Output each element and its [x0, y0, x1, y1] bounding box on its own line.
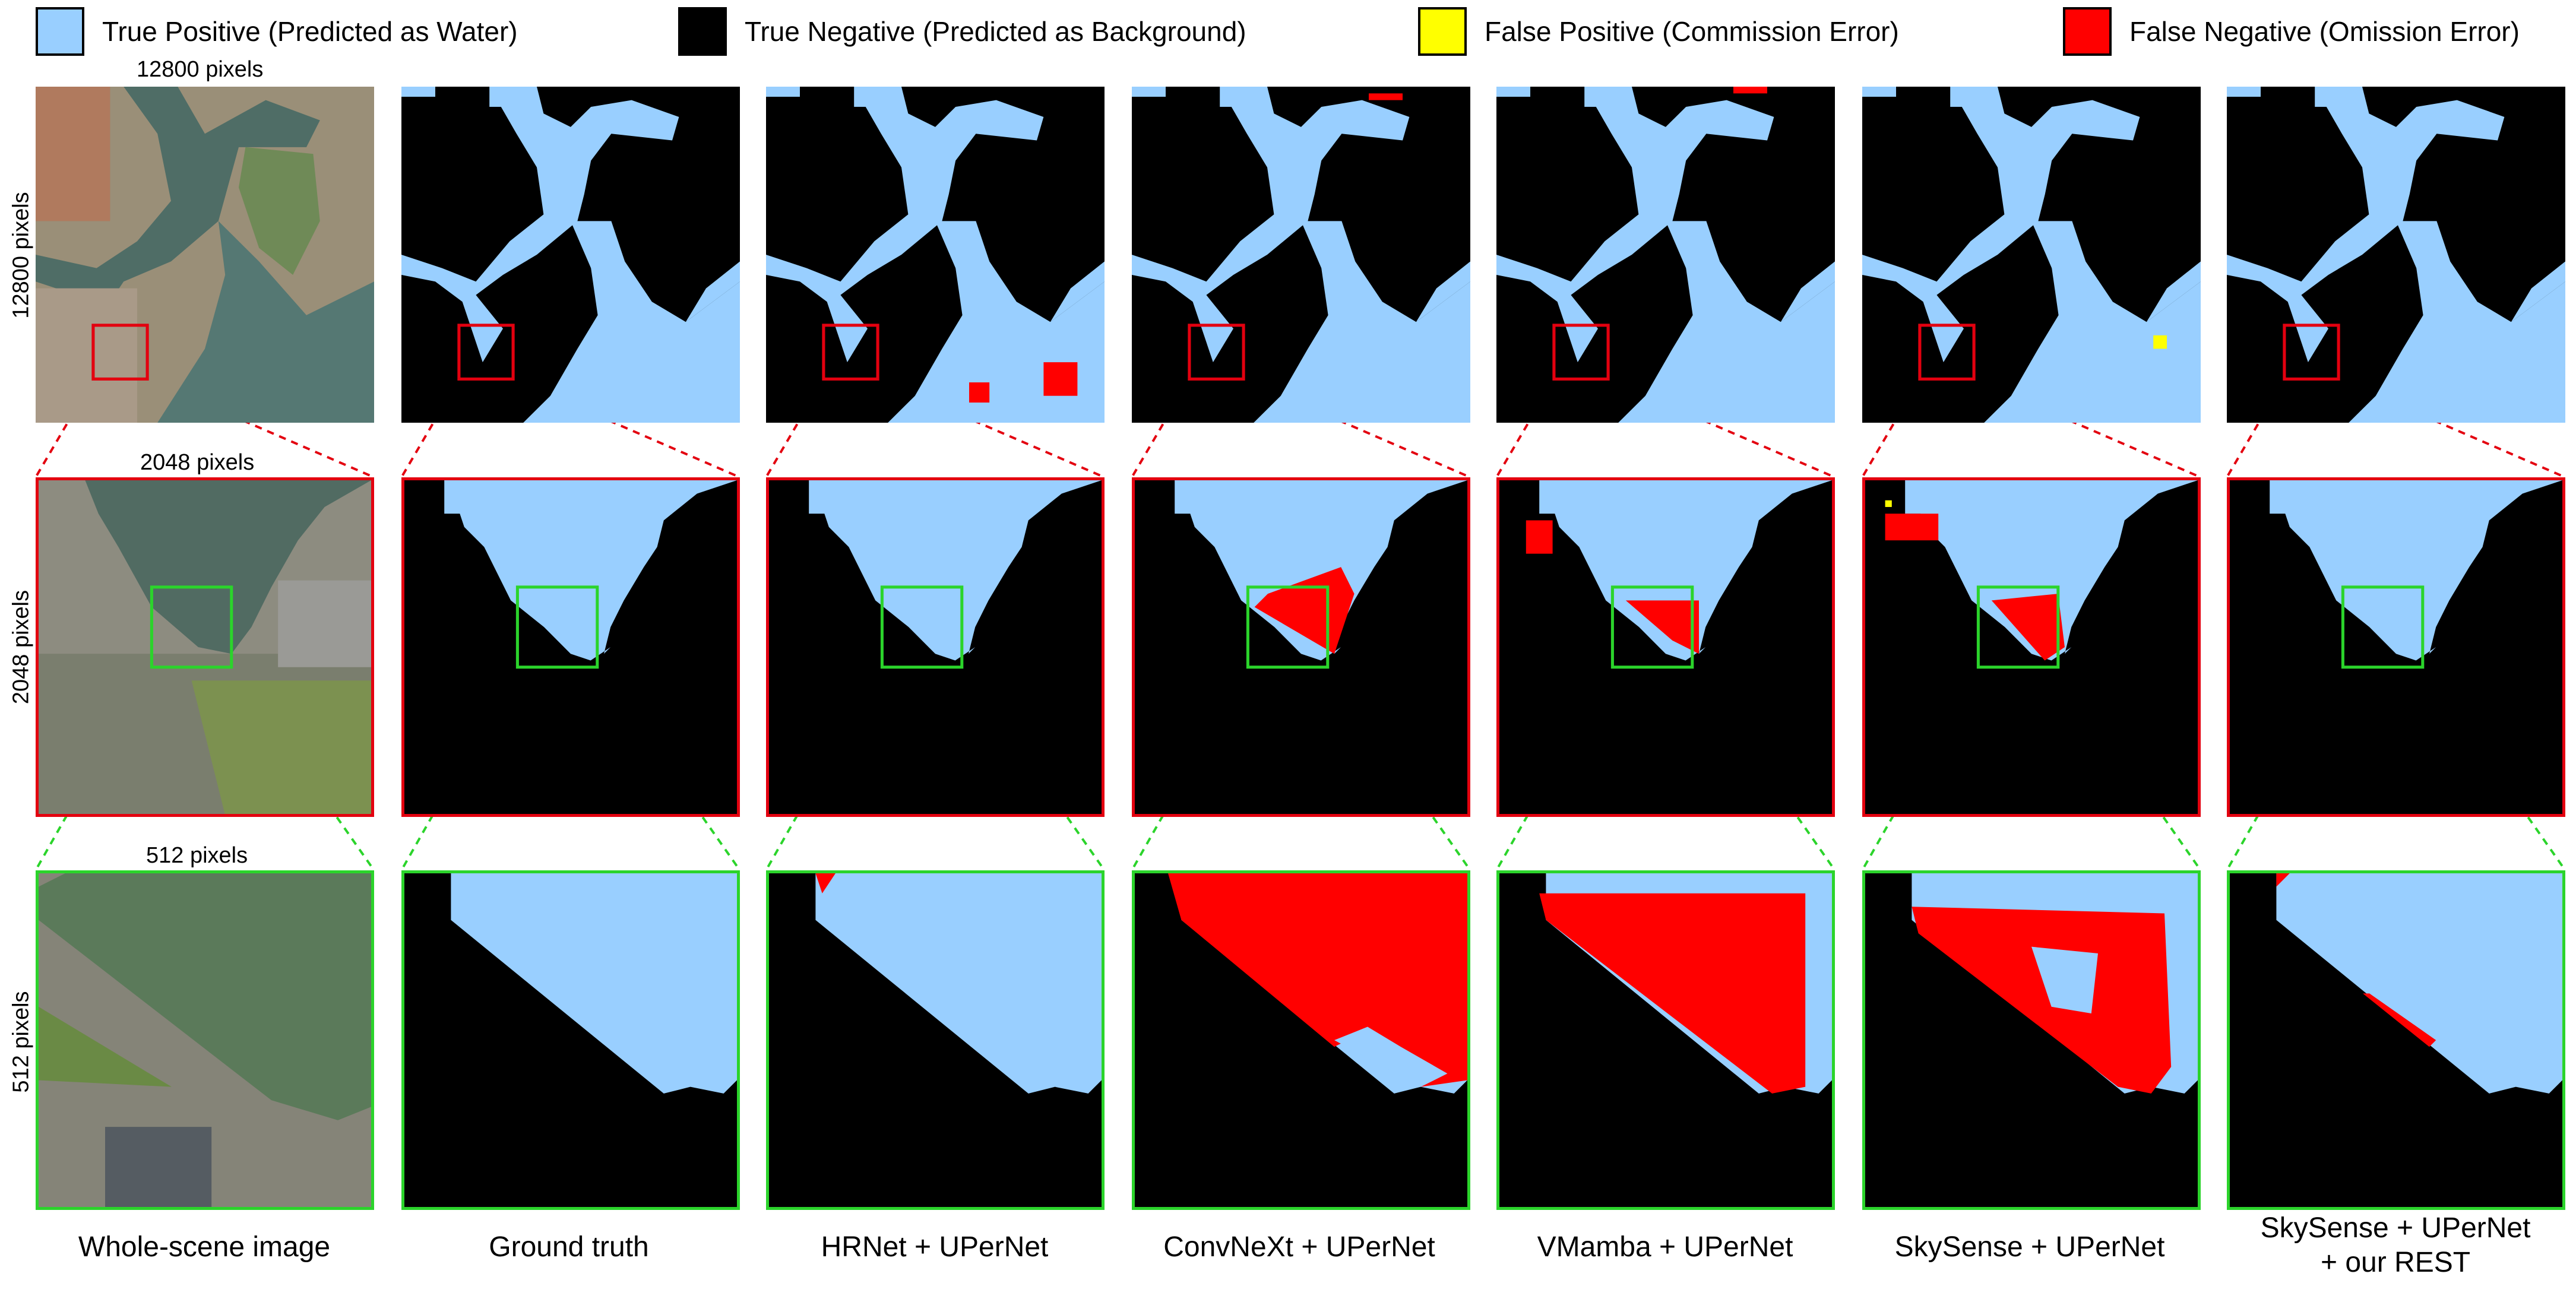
zoom-box-green — [1246, 585, 1330, 669]
water-region — [815, 873, 1102, 1094]
panel-convnext-row3 — [1132, 870, 1470, 1210]
legend-swatch-false-negative — [2063, 7, 2112, 56]
panel-convnext-row2 — [1132, 477, 1470, 817]
legend-label-false-positive: False Positive (Commission Error) — [1485, 16, 1899, 47]
legend-label-true-positive: True Positive (Predicted as Water) — [102, 16, 518, 47]
bay-region — [1254, 221, 1470, 423]
scale-label-row1: 12800 pixels — [137, 57, 264, 82]
zoom-box-green — [2341, 585, 2425, 669]
legend-swatch-true-positive — [36, 7, 84, 56]
water-region — [809, 480, 1102, 661]
zoom-box-red — [822, 324, 879, 381]
photo-bay — [157, 221, 374, 423]
scale-vlabel-row1: 12800 pixels — [8, 192, 34, 319]
false-positive-patch — [1885, 500, 1892, 507]
zoom-box-green — [150, 585, 233, 669]
zoom-box-green — [515, 585, 599, 669]
scale-label-row3: 512 pixels — [146, 843, 248, 868]
column-label-hrnet: HRNet + UPerNet — [821, 1231, 1049, 1263]
panel-skysense-row1 — [1862, 87, 2201, 423]
legend-label-true-negative: True Negative (Predicted as Background) — [745, 16, 1246, 47]
bay-region — [1618, 221, 1835, 423]
water-region — [1175, 480, 1467, 661]
water-region — [1539, 480, 1832, 661]
zoom-box-red — [1552, 324, 1610, 381]
false-negative-patch — [1043, 362, 1078, 396]
panel-skysense-row3 — [1862, 870, 2201, 1210]
photo-trees — [39, 1006, 172, 1087]
legend-label-false-negative: False Negative (Omission Error) — [2129, 16, 2520, 47]
legend-swatch-true-negative — [678, 7, 727, 56]
panel-skysense-rest-row2 — [2227, 477, 2565, 817]
panel-skysense-rest-row1 — [2227, 87, 2565, 423]
water-region — [1862, 87, 2140, 363]
water-region — [1496, 87, 1774, 363]
legend-swatch-false-positive — [1418, 7, 1467, 56]
panel-hrnet-row3 — [766, 870, 1105, 1210]
panel-ground-truth-row1 — [401, 87, 740, 423]
zoom-box-red — [1918, 324, 1976, 381]
column-label-ground-truth: Ground truth — [489, 1231, 649, 1263]
false-negative-area — [1991, 594, 2065, 661]
column-label-whole-scene: Whole-scene image — [78, 1231, 331, 1263]
panel-whole-scene-row2 — [36, 477, 374, 817]
photo-water — [39, 873, 371, 1120]
photo-park — [239, 147, 320, 275]
bay-region — [2349, 221, 2565, 423]
false-negative-area — [1254, 567, 1355, 654]
false-negative-area — [1168, 873, 1467, 1087]
panel-skysense-rest-row3 — [2227, 870, 2565, 1210]
photo-river — [36, 87, 320, 343]
scale-label-row2: 2048 pixels — [140, 450, 255, 475]
panel-vmamba-row3 — [1496, 870, 1835, 1210]
water-region — [766, 87, 1044, 363]
panel-hrnet-row2 — [766, 477, 1105, 817]
panel-vmamba-row1 — [1496, 87, 1835, 423]
zoom-box-green — [880, 585, 964, 669]
water-region — [1905, 480, 2198, 661]
zoom-box-red — [91, 324, 149, 381]
false-negative-area — [1625, 600, 1699, 654]
bay-region — [523, 221, 740, 423]
panel-vmamba-row2 — [1496, 477, 1835, 817]
panel-whole-scene-row3 — [36, 870, 374, 1210]
legend-true-negative: True Negative (Predicted as Background) — [678, 5, 1246, 58]
water-region — [1132, 87, 1410, 363]
column-label-skysense-rest: SkySense + UPerNet + our REST — [2260, 1212, 2531, 1278]
column-label-skysense: SkySense + UPerNet — [1894, 1231, 2165, 1263]
column-label-convnext: ConvNeXt + UPerNet — [1163, 1231, 1435, 1263]
photo-grass — [191, 680, 371, 814]
panel-whole-scene-row1 — [36, 87, 374, 423]
zoom-box-red — [2283, 324, 2340, 381]
water-region — [2276, 873, 2562, 1094]
scale-vlabel-row3: 512 pixels — [8, 991, 34, 1093]
zoom-box-red — [1188, 324, 1245, 381]
legend-false-negative: False Negative (Omission Error) — [2063, 5, 2520, 58]
panel-hrnet-row1 — [766, 87, 1105, 423]
zoom-box-green — [1610, 585, 1694, 669]
panel-convnext-row1 — [1132, 87, 1470, 423]
false-negative-area — [1539, 893, 1806, 1094]
panel-ground-truth-row3 — [401, 870, 740, 1210]
legend-false-positive: False Positive (Commission Error) — [1418, 5, 1899, 58]
photo-building — [105, 1127, 212, 1207]
zoom-box-red — [457, 324, 515, 381]
photo-water — [85, 480, 371, 654]
water-region — [2227, 87, 2505, 363]
zoom-box-green — [1976, 585, 2060, 669]
legend-true-positive: True Positive (Predicted as Water) — [36, 5, 518, 58]
column-label-vmamba: VMamba + UPerNet — [1537, 1231, 1793, 1263]
panel-skysense-row2 — [1862, 477, 2201, 817]
panel-ground-truth-row2 — [401, 477, 740, 817]
false-negative-area — [1912, 907, 2172, 1094]
scale-vlabel-row2: 2048 pixels — [8, 590, 34, 705]
water-region — [401, 87, 679, 363]
bay-region — [1984, 221, 2201, 423]
water-region — [2270, 480, 2562, 661]
water-region — [451, 873, 737, 1094]
water-region — [444, 480, 737, 661]
false-positive-patch — [2153, 335, 2167, 349]
